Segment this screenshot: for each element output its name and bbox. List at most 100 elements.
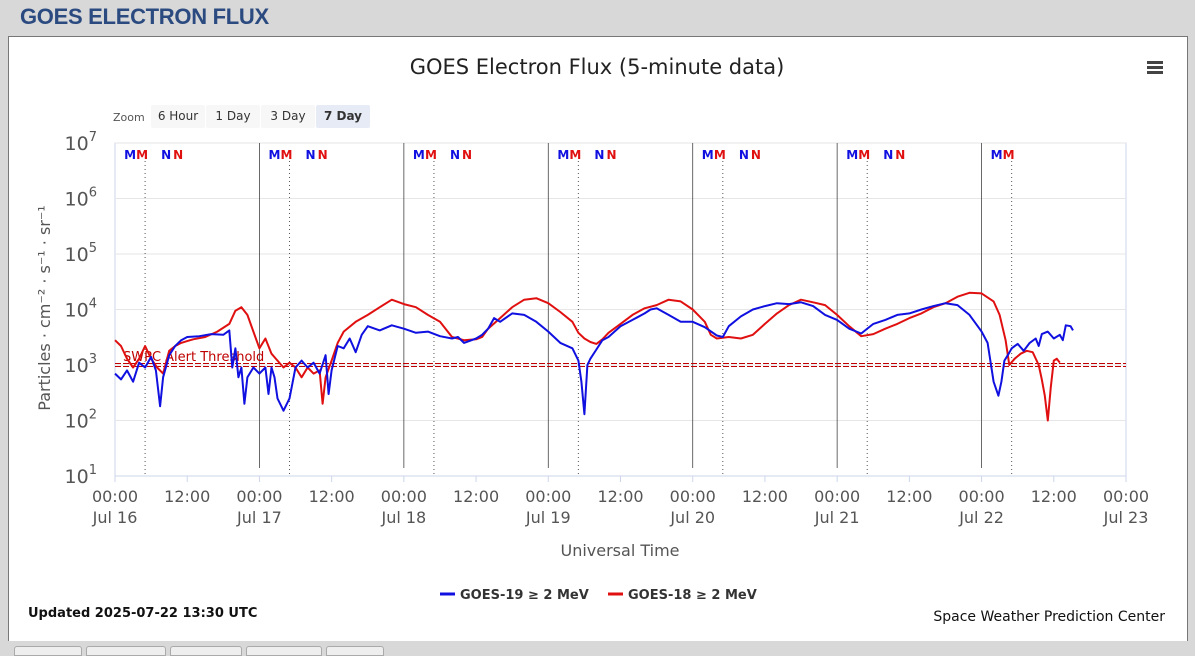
satellite-marker-label: M (1003, 148, 1015, 162)
zoom-button-bg (151, 105, 205, 128)
chart-grid (114, 142, 1127, 477)
x-tick-time: 00:00 (236, 487, 282, 506)
x-tick-date: Jul 21 (814, 508, 860, 527)
satellite-marker-label: N (462, 148, 472, 162)
y-tick-label: 107 (65, 130, 97, 155)
menu-icon-bar (1147, 61, 1163, 64)
y-tick-exponent: 6 (89, 186, 97, 201)
x-tick-time: 00:00 (670, 487, 716, 506)
satellite-marker-label: N (450, 148, 460, 162)
updated-timestamp: Updated 2025-07-22 13:30 UTC (28, 606, 257, 621)
zoom-button-6-hour[interactable]: 6 Hour (151, 105, 205, 128)
x-tick-date: Jul 23 (1103, 508, 1149, 527)
chart-axes: 101 102 103 104 105 106 107 00:00 Jul 16 12:00 00:… (65, 130, 1150, 527)
satellite-marker-label: N (751, 148, 761, 162)
x-tick-date: Jul 22 (958, 508, 1004, 527)
y-tick-exponent: 1 (89, 463, 97, 478)
x-tick-time: 12:00 (453, 487, 499, 506)
y-tick-label: 105 (65, 241, 97, 266)
x-tick-time: 12:00 (597, 487, 643, 506)
series-line-goes18[interactable] (114, 291, 1061, 422)
zoom-button-label: 1 Day (215, 109, 250, 123)
satellite-marker-label: N (606, 148, 616, 162)
chart-panel (8, 36, 1188, 642)
zoom-button-3-day[interactable]: 3 Day (261, 105, 315, 128)
satellite-marker-label: M (268, 148, 280, 162)
x-tick-time: 12:00 (742, 487, 788, 506)
menu-icon-bar (1147, 66, 1163, 69)
satellite-marker-label: M (124, 148, 136, 162)
satellite-marker-label: M (846, 148, 858, 162)
x-tick-time: 12:00 (1031, 487, 1077, 506)
zoom-button-bg (206, 105, 260, 128)
x-tick-time: 00:00 (814, 487, 860, 506)
satellite-marker-label: M (714, 148, 726, 162)
zoom-controls: Zoom 6 Hour 1 Day 3 Day 7 Day (113, 105, 370, 128)
y-tick-exponent: 4 (89, 297, 97, 312)
x-tick-date: Jul 16 (92, 508, 138, 527)
zoom-label: Zoom (113, 111, 145, 124)
alert-threshold: SWPC Alert Threshold (115, 350, 1126, 367)
satellite-marker-label: M (557, 148, 569, 162)
legend-item-goes18[interactable]: GOES-18 ≥ 2 MeV (608, 588, 757, 603)
y-tick-label: 103 (65, 352, 97, 377)
x-tick-date: Jul 18 (380, 508, 426, 527)
x-tick-time: 00:00 (381, 487, 427, 506)
y-axis-label: Particles · cm⁻² · s⁻¹ · sr⁻¹ (35, 205, 54, 410)
zoom-button-label: 6 Hour (158, 109, 198, 123)
legend: GOES-19 ≥ 2 MeV GOES-18 ≥ 2 MeV (440, 588, 757, 603)
satellite-marker-label: M (425, 148, 437, 162)
zoom-button-label: 3 Day (270, 109, 305, 123)
x-tick-time: 12:00 (886, 487, 932, 506)
satellite-marker-label: M (991, 148, 1003, 162)
x-axis-label: Universal Time (560, 541, 679, 560)
y-tick-label: 104 (65, 297, 97, 322)
series-line-goes19[interactable] (114, 301, 1074, 416)
x-tick-date: Jul 19 (525, 508, 571, 527)
y-tick-exponent: 5 (89, 241, 97, 256)
x-tick-date: Jul 17 (236, 508, 282, 527)
x-tick-time: 00:00 (525, 487, 571, 506)
x-tick-date: Jul 20 (669, 508, 715, 527)
satellite-marker-label: N (739, 148, 749, 162)
y-tick-label: 102 (65, 408, 97, 433)
y-tick-exponent: 2 (89, 408, 97, 423)
zoom-button-bg (261, 105, 315, 128)
zoom-button-bg (316, 105, 370, 128)
satellite-marker-label: N (594, 148, 604, 162)
y-tick-exponent: 3 (89, 352, 97, 367)
credit-text: Space Weather Prediction Center (933, 609, 1165, 625)
satellite-marker-label: M (702, 148, 714, 162)
y-tick-exponent: 7 (89, 130, 97, 145)
page-title: GOES ELECTRON FLUX (20, 4, 269, 29)
legend-item-goes19[interactable]: GOES-19 ≥ 2 MeV (440, 588, 589, 603)
chart-menu-button[interactable] (1140, 56, 1168, 80)
satellite-marker-label: M (281, 148, 293, 162)
satellite-marker-label: N (318, 148, 328, 162)
satellite-marker-label: N (895, 148, 905, 162)
time-markers (144, 143, 1013, 476)
satellite-marker-label: N (161, 148, 171, 162)
zoom-button-7-day[interactable]: 7 Day (316, 105, 370, 128)
chart-title: GOES Electron Flux (5-minute data) (410, 55, 785, 79)
zoom-button-1-day[interactable]: 1 Day (206, 105, 260, 128)
menu-icon-bar (1147, 71, 1163, 74)
satellite-marker-label: M (858, 148, 870, 162)
x-tick-time: 12:00 (164, 487, 210, 506)
legend-label-goes18: GOES-18 ≥ 2 MeV (628, 588, 757, 603)
page-header: GOES ELECTRON FLUX (0, 0, 1195, 34)
x-tick-time: 00:00 (1103, 487, 1149, 506)
y-tick-label: 106 (65, 186, 97, 211)
bottom-strip (0, 641, 1195, 651)
data-series (114, 291, 1074, 422)
x-tick-time: 12:00 (309, 487, 355, 506)
zoom-button-label: 7 Day (324, 109, 362, 123)
satellite-marker-label: M (569, 148, 581, 162)
x-tick-time: 00:00 (959, 487, 1005, 506)
satellite-marker-label: M (413, 148, 425, 162)
threshold-label: SWPC Alert Threshold (123, 350, 264, 365)
x-tick-time: 00:00 (92, 487, 138, 506)
y-tick-label: 101 (65, 463, 97, 488)
